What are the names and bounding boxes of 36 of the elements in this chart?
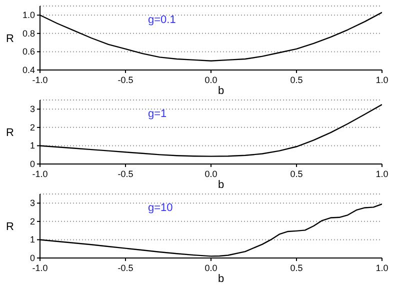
x-tick-label: 0.0 [204, 169, 218, 179]
y-tick-label: 1.0 [22, 10, 35, 20]
x-tick-label: -0.5 [118, 75, 134, 85]
y-axis-title: R [6, 126, 14, 139]
y-tick-label: 1 [30, 140, 35, 151]
y-tick-label: 0 [30, 159, 35, 169]
x-tick-label: -1.0 [32, 169, 48, 179]
y-tick-label: 3 [30, 104, 35, 114]
x-tick-label: -1.0 [32, 263, 48, 273]
x-tick-label: 0.0 [204, 263, 218, 273]
x-tick-label: -1.0 [32, 75, 48, 85]
x-tick-label: -0.5 [118, 263, 134, 273]
y-tick-label: 2 [30, 122, 35, 132]
y-tick-label: 0.8 [22, 28, 35, 38]
x-tick-label: 0.5 [290, 75, 303, 85]
x-tick-label: 1.0 [376, 263, 388, 273]
y-tick-label: 3 [30, 198, 35, 208]
x-axis-title: b [218, 273, 224, 285]
x-tick-label: -0.5 [118, 169, 134, 179]
y-tick-label: 2 [30, 216, 35, 226]
annotation: g=10 [148, 202, 173, 214]
y-tick-label: 0.6 [22, 46, 35, 57]
y-tick-label: 0.4 [22, 65, 35, 75]
y-axis-title: R [6, 220, 14, 233]
x-tick-label: 1.0 [376, 75, 388, 85]
y-axis-title: R [6, 32, 14, 45]
x-tick-label: 1.0 [376, 169, 388, 179]
x-axis-title: b [218, 85, 224, 97]
x-axis-title: b [218, 179, 224, 191]
x-tick-label: 0.5 [290, 263, 303, 273]
annotation: g=1 [148, 108, 167, 120]
y-tick-label: 1 [30, 234, 35, 245]
annotation: g=0.1 [148, 14, 176, 26]
x-tick-label: 0.5 [290, 169, 303, 179]
y-tick-label: 0 [30, 253, 35, 263]
x-tick-label: 0.0 [204, 75, 218, 85]
